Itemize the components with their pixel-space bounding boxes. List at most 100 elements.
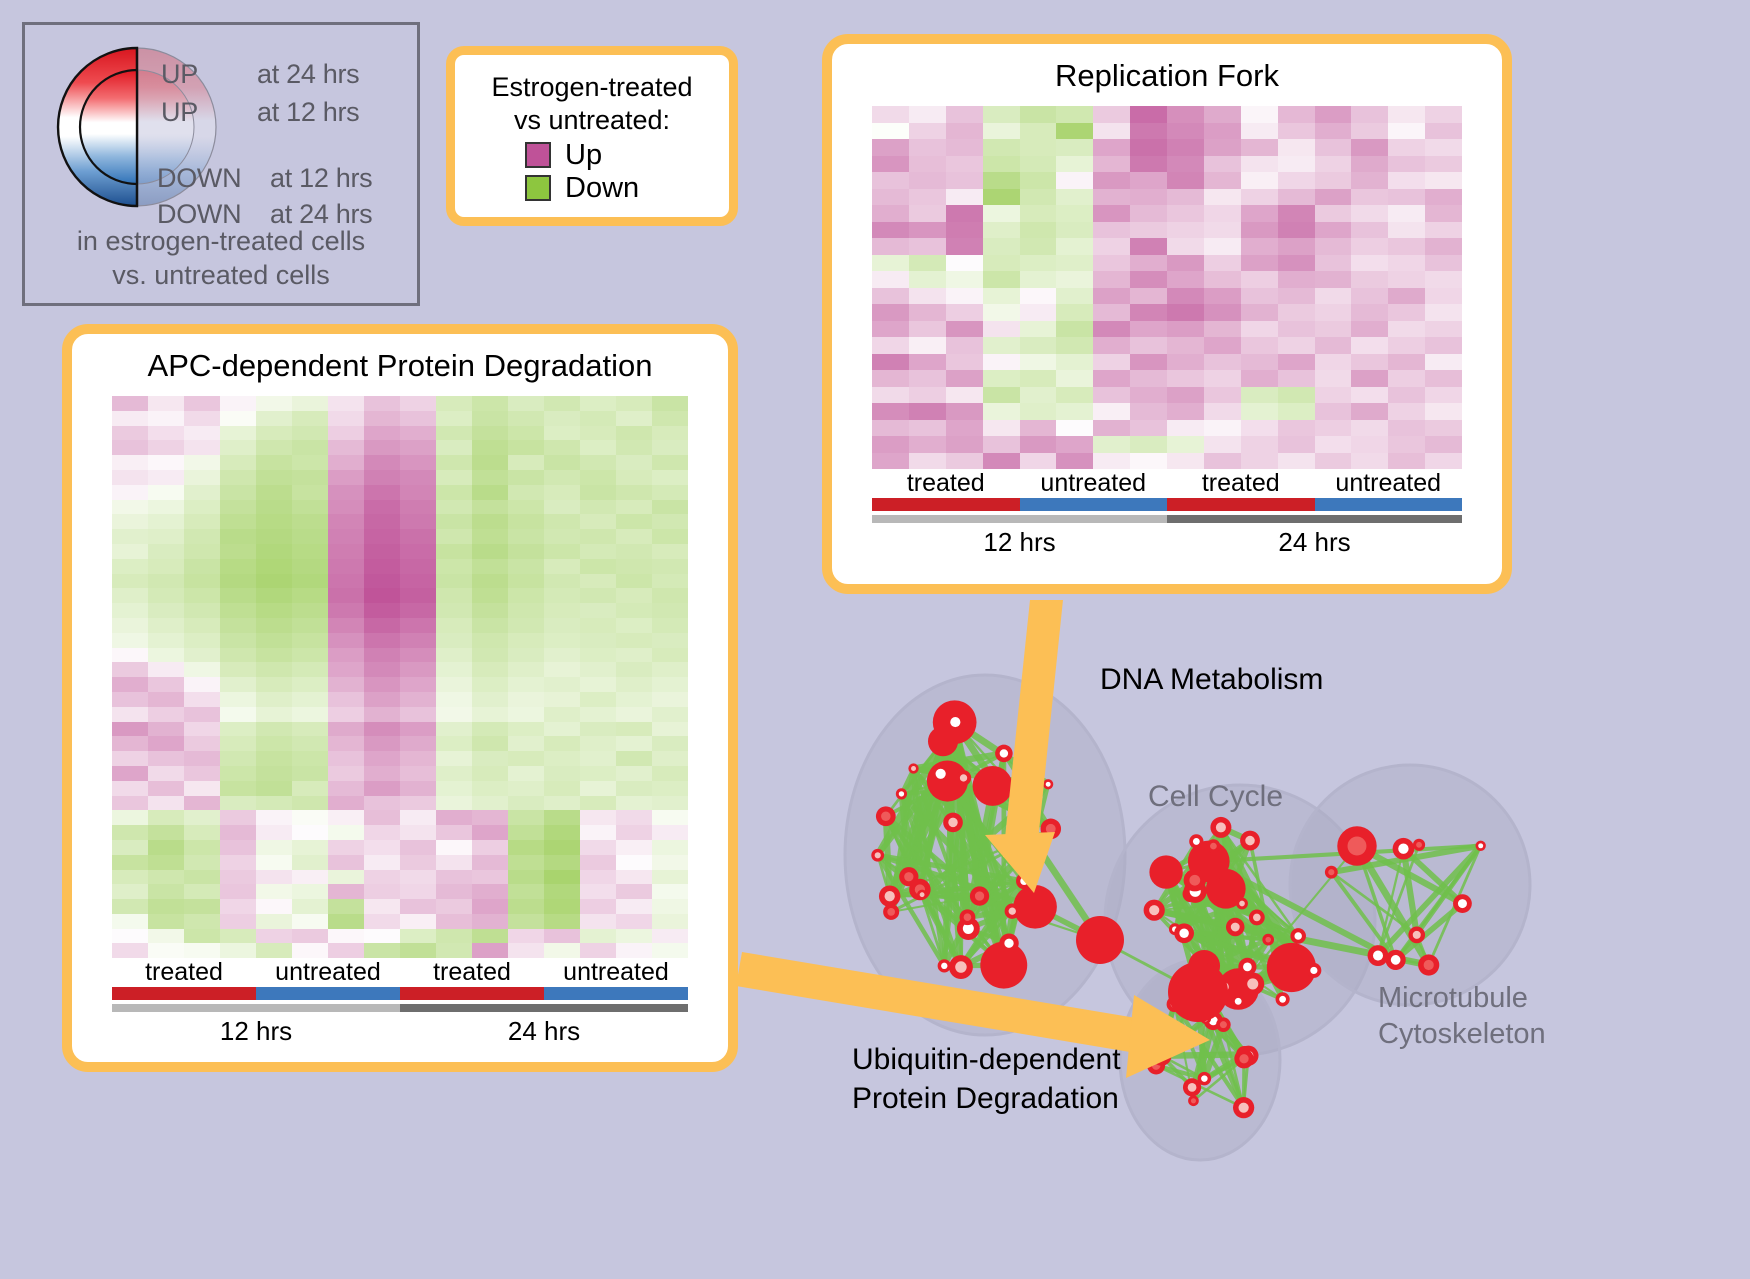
heatmap-cell — [1203, 238, 1241, 255]
heatmap-cell — [220, 780, 256, 796]
heatmap-cell — [400, 410, 436, 426]
heatmap-cell — [400, 588, 436, 604]
heatmap-cell — [508, 484, 544, 500]
network-node-core — [1416, 841, 1422, 848]
network-node[interactable] — [1194, 846, 1229, 881]
heatmap-apc-degradation — [112, 396, 688, 959]
heatmap-cell — [436, 839, 472, 855]
heatmap-cell — [508, 854, 544, 870]
heatmap-cell — [1056, 370, 1094, 387]
heatmap-cell — [1351, 386, 1389, 403]
heatmap-cell — [400, 484, 436, 500]
heatmap-cell — [364, 854, 400, 870]
heatmap-cell — [112, 943, 148, 959]
sample-group-label: treated — [906, 469, 985, 497]
heatmap-cell — [256, 484, 292, 500]
heatmap-cell — [1425, 238, 1462, 255]
heatmap-cell — [580, 706, 616, 722]
heatmap-cell — [1093, 188, 1131, 205]
heatmap-cell — [1130, 238, 1167, 255]
heatmap-cell — [184, 440, 220, 456]
heatmap-cell — [472, 632, 508, 648]
heatmap-cell — [1056, 172, 1094, 189]
heatmap-cell — [472, 469, 508, 485]
network-node[interactable] — [1168, 962, 1228, 1022]
heatmap-cell — [328, 469, 364, 485]
heatmap-cell — [1019, 271, 1057, 288]
heatmap-cell — [616, 440, 652, 456]
heatmap-cell — [292, 455, 328, 470]
network-node-core — [1215, 822, 1226, 833]
network-node-core — [1149, 905, 1160, 916]
heatmap-cell — [400, 514, 436, 530]
legend-item-up: Up — [525, 140, 719, 170]
heatmap-cell — [1167, 287, 1204, 304]
heatmap-cell — [544, 396, 580, 411]
heatmap-cell — [220, 632, 256, 648]
heatmap-cell — [1314, 221, 1352, 238]
heatmap-cell — [1425, 221, 1462, 238]
heatmap-cell — [982, 221, 1020, 238]
heatmap-cell — [1351, 304, 1389, 321]
heatmap-cell — [945, 172, 983, 189]
heatmap-cell — [652, 455, 688, 470]
heatmap-cell — [982, 205, 1020, 222]
heatmap-cell — [908, 188, 946, 205]
heatmap-cell — [908, 353, 946, 370]
heatmap-cell — [945, 436, 983, 453]
heatmap-cell — [292, 558, 328, 574]
network-node[interactable] — [1013, 885, 1057, 929]
network-node[interactable] — [1149, 855, 1183, 889]
heatmap-cell — [1388, 122, 1426, 139]
heatmap-cell — [472, 825, 508, 840]
heatmap-cell — [580, 943, 616, 959]
heatmap-cell — [1351, 436, 1389, 453]
heatmap-cell — [328, 721, 364, 737]
heatmap-cell — [292, 529, 328, 544]
heatmap-cell — [436, 647, 472, 663]
heatmap-cell — [220, 899, 256, 914]
heatmap-cell — [328, 529, 364, 544]
heatmap-cell — [112, 795, 148, 811]
heatmap-cell — [436, 884, 472, 900]
heatmap-cell — [652, 899, 688, 914]
network-node[interactable] — [1266, 942, 1317, 993]
heatmap-cell — [1314, 172, 1352, 189]
network-node[interactable] — [1076, 916, 1124, 964]
heatmap-cell — [220, 558, 256, 574]
network-node-core — [1245, 835, 1255, 846]
heatmap-cell — [1019, 320, 1057, 337]
heatmap-cell — [616, 469, 652, 485]
heatmap-cell — [580, 780, 616, 796]
heatmap-cell — [982, 386, 1020, 403]
heatmap-cell — [364, 396, 400, 411]
heatmap-cell — [400, 854, 436, 870]
heatmap-cell — [616, 928, 652, 944]
heatmap-cell — [472, 677, 508, 692]
network-node-core — [950, 716, 961, 728]
heatmap-cell — [328, 558, 364, 574]
heatmap-cell — [652, 499, 688, 515]
heatmap-cell — [1277, 452, 1315, 469]
legend-up-24-time: at 24 hrs — [257, 59, 360, 89]
heatmap-cell — [436, 751, 472, 766]
heatmap-cell — [436, 529, 472, 544]
heatmap-cell — [364, 706, 400, 722]
heatmap-cell — [184, 899, 220, 914]
network-node-core — [1239, 900, 1245, 907]
heatmap-cell — [1388, 106, 1426, 123]
network-node-core — [1328, 869, 1335, 876]
network-node-core — [941, 962, 948, 970]
heatmap-cell — [472, 810, 508, 826]
network-node-core — [1020, 877, 1029, 885]
heatmap-cell — [872, 304, 909, 321]
heatmap-cell — [1277, 139, 1315, 156]
network-node[interactable] — [972, 765, 1013, 806]
heatmap-cell — [872, 221, 909, 238]
heatmap-cell — [1388, 370, 1426, 387]
panel-replication-fork-title: Replication Fork — [1055, 58, 1279, 93]
heatmap-cell — [652, 913, 688, 929]
heatmap-cell — [1130, 221, 1167, 238]
heatmap-cell — [436, 854, 472, 870]
heatmap-cell — [982, 419, 1020, 436]
